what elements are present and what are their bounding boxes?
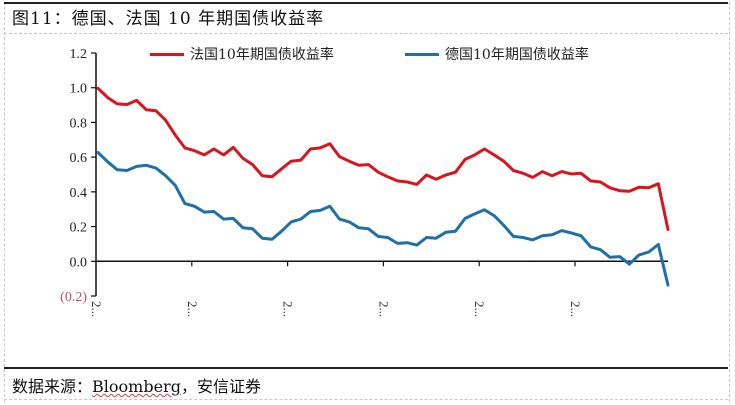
source-suffix: ，安信证券 <box>180 377 261 396</box>
y-axis: 1.2 1.0 0.8 0.6 0.4 0.2 0.0 (0.2) <box>60 47 97 305</box>
x-tick-label: 2... <box>568 301 583 317</box>
footer-divider <box>4 399 728 400</box>
x-axis: 2... 2... 2... 2... 2... 2... <box>89 260 668 317</box>
x-tick-label: 2... <box>376 301 391 317</box>
figure-frame <box>4 2 730 402</box>
y-tick-label: 0.0 <box>70 255 88 270</box>
source-brand: Bloomberg <box>92 377 181 396</box>
legend-item-germany: 德国10年期国债收益率 <box>405 44 589 64</box>
legend-label: 德国10年期国债收益率 <box>445 47 589 63</box>
x-tick-label: 2... <box>281 301 296 317</box>
y-tick-label: 1.0 <box>70 82 88 97</box>
germany-yield-line <box>96 151 670 287</box>
x-tick-label: 2... <box>89 301 104 317</box>
x-tick-label: 2... <box>185 301 200 317</box>
legend-swatch-blue <box>405 52 439 56</box>
legend-swatch-red <box>150 52 184 56</box>
y-tick-label: 0.4 <box>70 186 88 201</box>
bottom-rule <box>4 367 728 369</box>
y-tick-label: 0.6 <box>70 151 88 166</box>
legend-label: 法国10年期国债收益率 <box>190 47 334 63</box>
source-prefix: 数据来源： <box>12 377 93 396</box>
y-tick-label: (0.2) <box>60 290 87 305</box>
y-tick-label: 1.2 <box>70 47 88 62</box>
source-note: 数据来源：Bloomberg，安信证券 <box>12 373 261 397</box>
france-yield-line <box>96 86 670 231</box>
x-tick-label: 2... <box>472 301 487 317</box>
top-rule <box>4 2 728 4</box>
legend-item-france: 法国10年期国债收益率 <box>150 44 334 64</box>
chart-lines <box>96 86 670 287</box>
y-tick-label: 0.2 <box>70 221 88 236</box>
title-divider <box>4 33 728 34</box>
figure-title: 图11：德国、法国 10 年期国债收益率 <box>12 9 325 29</box>
y-tick-label: 0.8 <box>70 116 88 131</box>
